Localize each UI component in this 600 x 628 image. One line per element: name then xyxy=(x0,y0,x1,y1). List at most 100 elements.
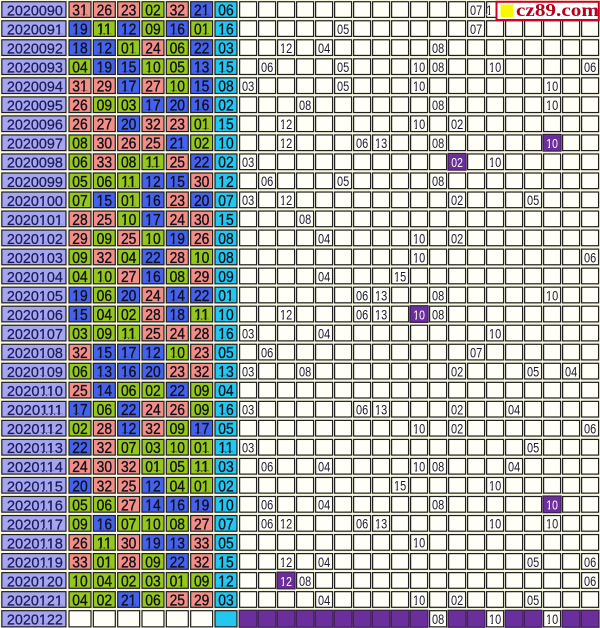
svg-text:12: 12 xyxy=(280,41,292,56)
svg-text:05: 05 xyxy=(337,79,349,94)
svg-text:10: 10 xyxy=(145,231,160,248)
svg-text:10: 10 xyxy=(218,307,233,324)
svg-text:08: 08 xyxy=(170,269,185,286)
svg-text:04: 04 xyxy=(318,498,331,513)
svg-text:26: 26 xyxy=(72,535,87,552)
svg-text:15: 15 xyxy=(121,60,136,77)
svg-text:06: 06 xyxy=(261,60,273,75)
svg-text:19: 19 xyxy=(145,535,160,552)
svg-text:02: 02 xyxy=(451,593,463,608)
svg-text:32: 32 xyxy=(121,459,136,476)
svg-text:12: 12 xyxy=(280,117,292,132)
svg-text:10: 10 xyxy=(489,479,502,494)
svg-text:12: 12 xyxy=(280,136,292,151)
svg-text:24: 24 xyxy=(170,212,186,229)
svg-text:10: 10 xyxy=(546,498,558,513)
svg-text:10: 10 xyxy=(413,231,426,246)
svg-text:07: 07 xyxy=(470,22,482,37)
svg-text:05: 05 xyxy=(527,441,539,456)
svg-text:09: 09 xyxy=(145,22,160,39)
svg-text:08: 08 xyxy=(432,136,444,151)
svg-text:32: 32 xyxy=(97,250,112,267)
svg-text:06: 06 xyxy=(170,41,185,58)
svg-text:32: 32 xyxy=(194,554,209,571)
svg-text:16: 16 xyxy=(170,497,185,514)
svg-text:12: 12 xyxy=(145,345,160,362)
svg-text:22: 22 xyxy=(145,250,160,267)
svg-text:02: 02 xyxy=(451,403,463,418)
svg-text:06: 06 xyxy=(356,403,368,418)
svg-text:08: 08 xyxy=(72,136,87,153)
svg-text:cz89.com: cz89.com xyxy=(516,0,600,20)
svg-text:28: 28 xyxy=(121,554,136,571)
svg-text:10: 10 xyxy=(489,517,502,532)
svg-text:25: 25 xyxy=(145,326,160,343)
svg-text:12: 12 xyxy=(121,22,136,39)
svg-text:16: 16 xyxy=(218,326,233,343)
svg-text:2020114: 2020114 xyxy=(7,459,63,476)
svg-text:10: 10 xyxy=(489,326,502,341)
svg-text:02: 02 xyxy=(451,231,463,246)
svg-text:16: 16 xyxy=(170,22,185,39)
svg-text:08: 08 xyxy=(432,612,444,627)
svg-text:08: 08 xyxy=(432,307,444,322)
svg-text:02: 02 xyxy=(194,136,209,153)
svg-text:08: 08 xyxy=(432,174,444,189)
svg-text:23: 23 xyxy=(170,117,185,134)
svg-text:10: 10 xyxy=(413,250,426,265)
svg-text:04: 04 xyxy=(318,326,331,341)
svg-text:2020090: 2020090 xyxy=(7,3,63,20)
svg-text:03: 03 xyxy=(218,592,233,609)
svg-text:10: 10 xyxy=(145,516,160,533)
svg-text:02: 02 xyxy=(72,421,87,438)
svg-text:28: 28 xyxy=(194,326,209,343)
svg-text:2020102: 2020102 xyxy=(7,231,63,248)
svg-text:03: 03 xyxy=(242,403,254,418)
svg-text:30: 30 xyxy=(97,136,112,153)
svg-text:06: 06 xyxy=(97,497,112,514)
svg-text:22: 22 xyxy=(194,41,209,58)
svg-text:25: 25 xyxy=(121,231,136,248)
svg-text:04: 04 xyxy=(318,555,331,570)
svg-text:29: 29 xyxy=(97,79,112,96)
svg-text:10: 10 xyxy=(413,307,425,322)
svg-text:07: 07 xyxy=(72,193,87,210)
svg-text:03: 03 xyxy=(242,441,254,456)
svg-text:01: 01 xyxy=(194,478,209,495)
svg-text:10: 10 xyxy=(145,60,160,77)
svg-text:26: 26 xyxy=(97,3,112,20)
svg-text:30: 30 xyxy=(121,535,136,552)
svg-text:06: 06 xyxy=(145,592,160,609)
svg-text:20: 20 xyxy=(170,98,185,115)
svg-text:25: 25 xyxy=(72,383,87,400)
svg-text:22: 22 xyxy=(170,383,185,400)
svg-text:2020104: 2020104 xyxy=(7,269,63,286)
svg-text:10: 10 xyxy=(413,422,426,437)
svg-text:2020095: 2020095 xyxy=(7,98,63,115)
svg-text:06: 06 xyxy=(356,517,368,532)
svg-text:08: 08 xyxy=(432,498,444,513)
svg-text:28: 28 xyxy=(145,307,160,324)
svg-text:13: 13 xyxy=(170,535,185,552)
svg-text:15: 15 xyxy=(218,554,233,571)
svg-text:33: 33 xyxy=(72,554,87,571)
svg-text:15: 15 xyxy=(394,269,406,284)
svg-text:2020113: 2020113 xyxy=(7,440,63,457)
svg-text:20: 20 xyxy=(121,288,136,305)
svg-text:03: 03 xyxy=(121,98,136,115)
svg-text:06: 06 xyxy=(218,3,233,20)
svg-text:32: 32 xyxy=(97,478,112,495)
svg-text:15: 15 xyxy=(97,193,112,210)
svg-text:06: 06 xyxy=(261,345,273,360)
svg-text:13: 13 xyxy=(375,517,387,532)
svg-text:06: 06 xyxy=(72,364,87,381)
svg-text:30: 30 xyxy=(194,212,209,229)
svg-text:10: 10 xyxy=(218,497,233,514)
svg-text:05: 05 xyxy=(218,535,233,552)
svg-text:31: 31 xyxy=(72,3,87,20)
svg-text:32: 32 xyxy=(194,364,209,381)
svg-text:25: 25 xyxy=(97,212,112,229)
svg-text:13: 13 xyxy=(375,307,387,322)
svg-text:15: 15 xyxy=(218,60,233,77)
svg-text:10: 10 xyxy=(413,536,426,551)
